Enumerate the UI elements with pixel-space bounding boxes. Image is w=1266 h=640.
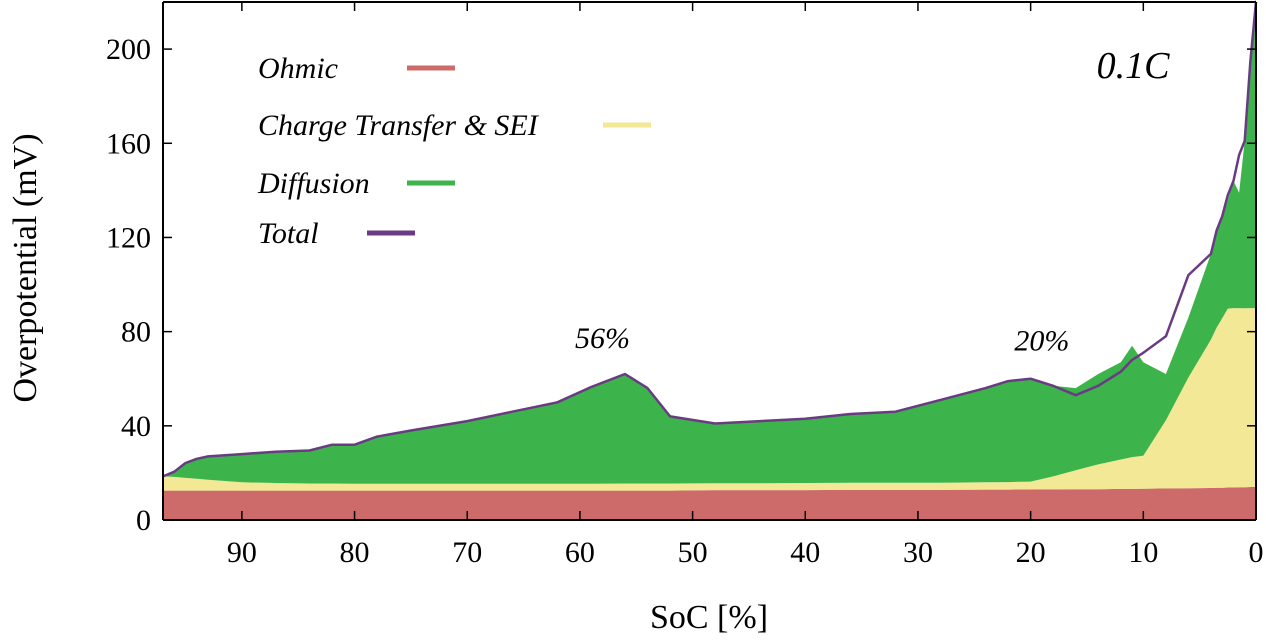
legend-label-diffusion: Diffusion [257,167,370,200]
x-tick-label: 20 [1016,536,1046,569]
x-axis-label: SoC [%] [650,599,768,636]
charge-transfer-and-sei-area [163,308,1256,491]
legend-label-ohmic: Ohmic [258,52,338,85]
annotation-label: 20% [1014,324,1069,357]
y-axis-ticks: 0 40 80 120 160 200 [106,33,1256,537]
y-axis-label: Overpotential (mV) [7,133,44,402]
annotation-label: 56% [575,322,630,355]
y-tick-label: 120 [106,221,151,254]
x-tick-label: 10 [1128,536,1158,569]
x-tick-label: 80 [340,536,370,569]
x-axis-ticks: 90 80 70 60 50 40 30 20 10 0 [227,2,1264,569]
y-tick-label: 80 [121,316,151,349]
rate-label: 0.1C [1097,45,1171,87]
x-tick-label: 90 [227,536,257,569]
x-tick-label: 0 [1249,536,1264,569]
y-tick-label: 160 [106,127,151,160]
x-tick-label: 30 [903,536,933,569]
ohmic-area [163,487,1256,520]
legend: Ohmic Charge Transfer & SEI Diffusion Total [257,52,651,250]
stacked-areas [163,0,1256,520]
x-tick-label: 50 [678,536,708,569]
y-tick-label: 40 [121,410,151,443]
annotations: 56% 20% [575,322,1069,357]
y-tick-label: 0 [136,504,151,537]
legend-label-total: Total [258,217,319,250]
total-line [162,1,1258,478]
diffusion-area [163,0,1256,484]
total-line-group [162,1,1258,478]
x-tick-label: 60 [565,536,595,569]
plot-frame [162,1,1257,521]
y-tick-label: 200 [106,33,151,66]
legend-label-charge-transfer-and-sei: Charge Transfer & SEI [258,109,540,142]
x-tick-label: 40 [790,536,820,569]
x-tick-label: 70 [452,536,482,569]
